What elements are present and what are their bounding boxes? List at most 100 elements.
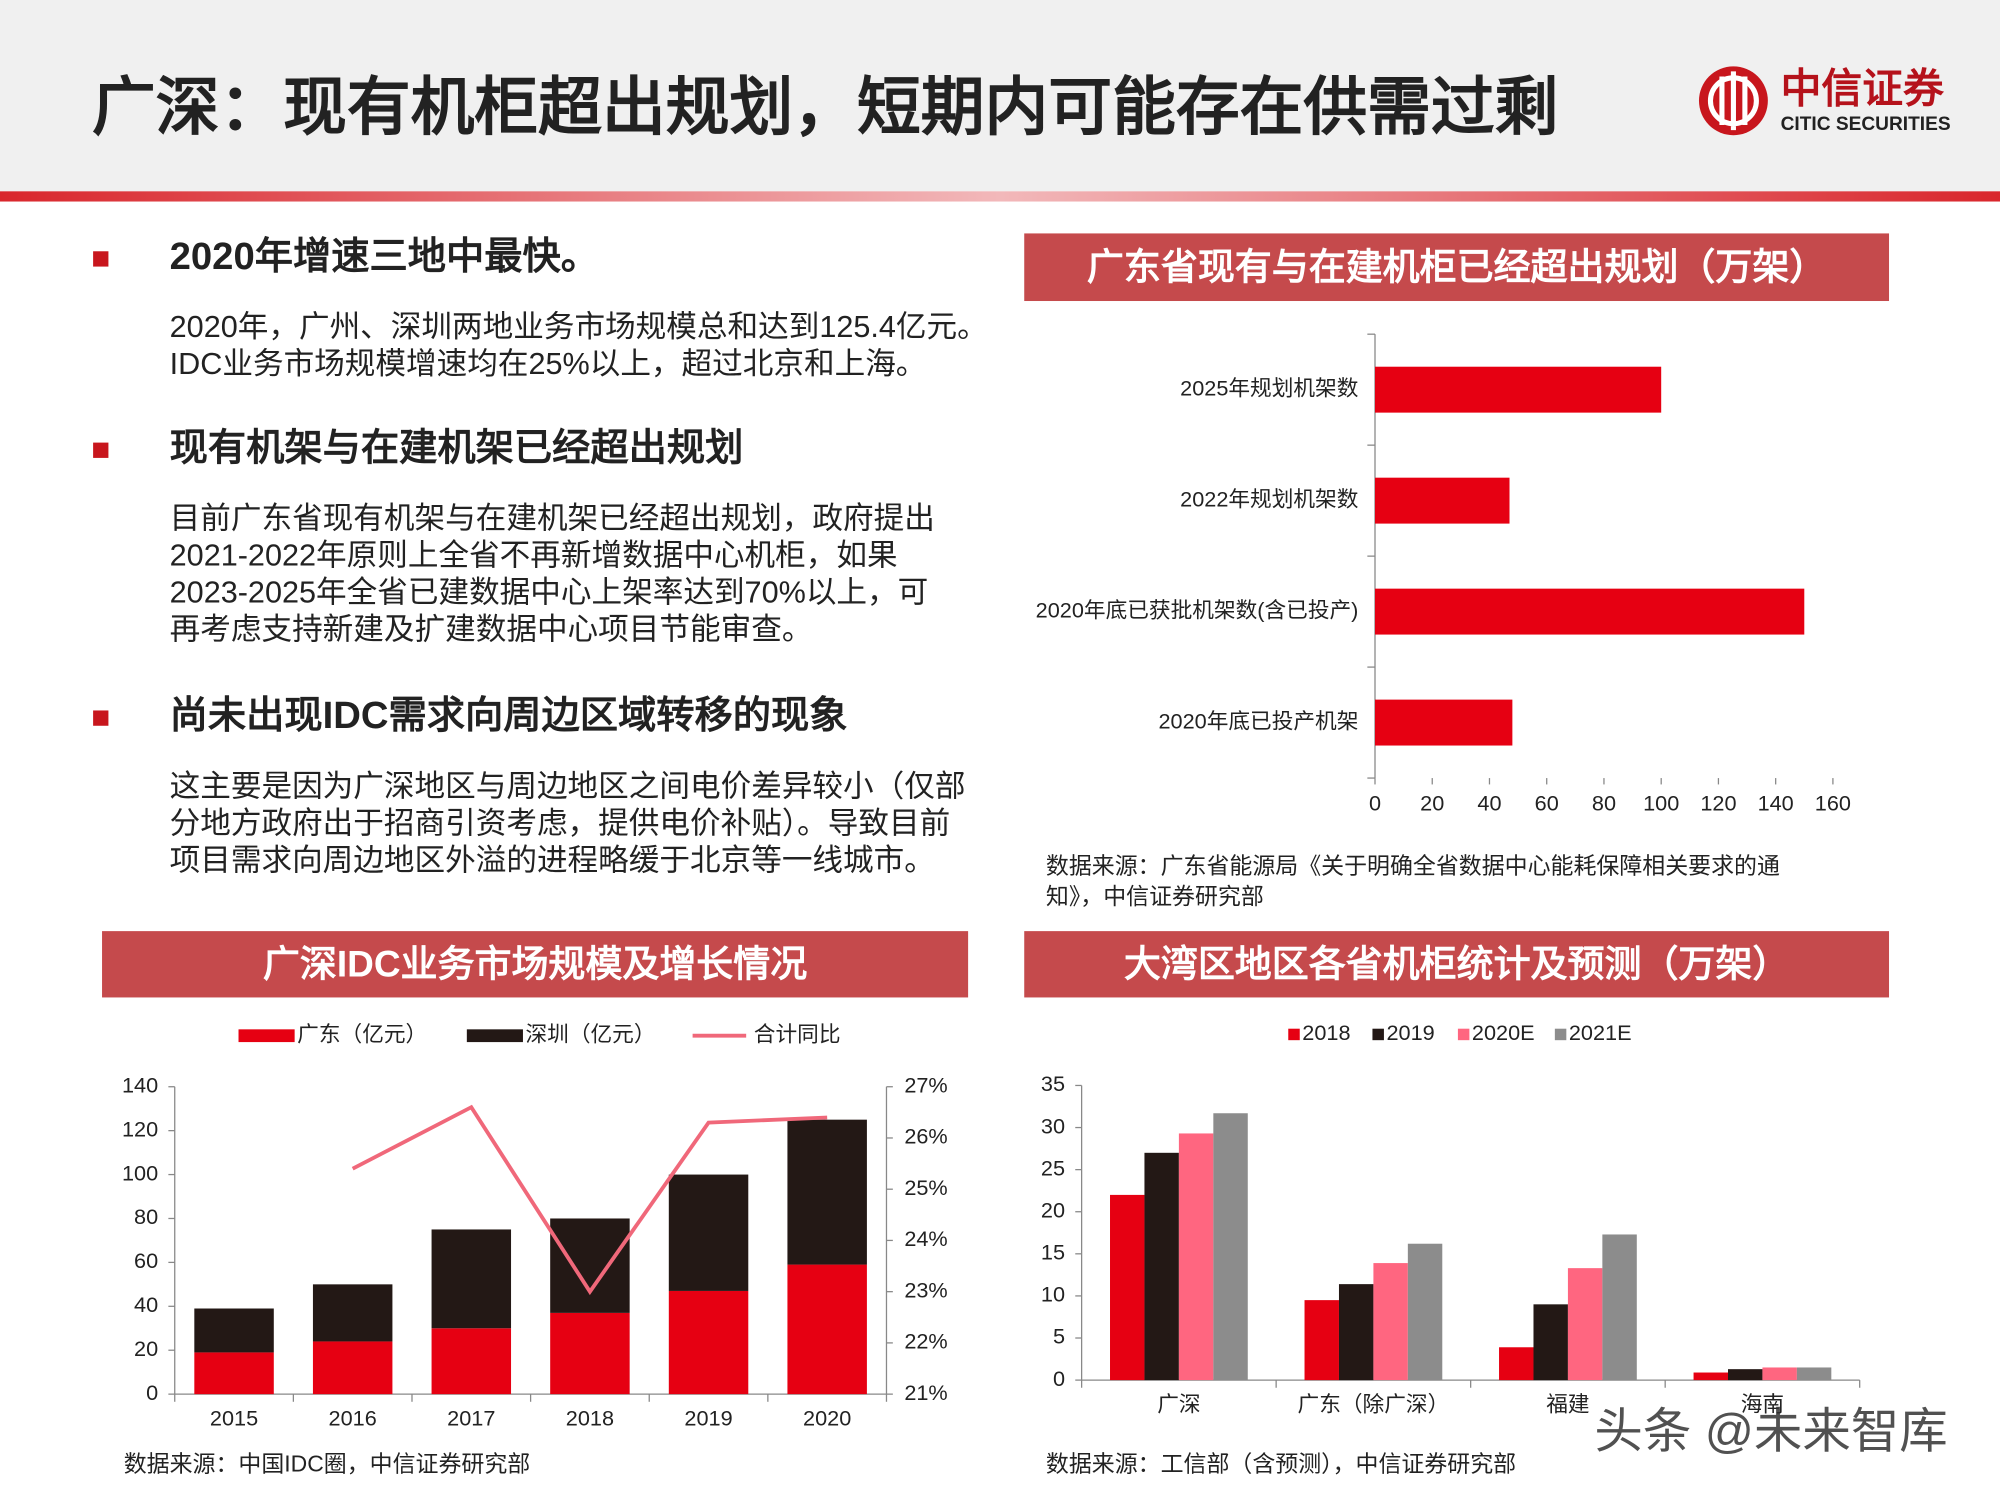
bar [194,1308,274,1353]
bullet-text: 2021-2022年原则上全省不再新增数据中心机柜，如果 [170,538,898,572]
x-tick-label: 140 [1758,791,1794,816]
chart-source: 知》，中信证券研究部 [1046,883,1264,909]
bar [1213,1113,1248,1381]
category-label: 2020年底已投产机架 [1158,708,1358,733]
bar [1533,1304,1568,1381]
bar [787,1264,867,1395]
logo-emblem [1698,66,1768,136]
logo-name: 中信证券 [1781,66,1945,112]
y-tick-label: 35 [1041,1071,1065,1096]
y2-tick-label: 27% [904,1072,947,1097]
bar [1110,1194,1145,1381]
bar [550,1312,630,1395]
header-bg [0,0,2000,192]
legend-label: 深圳（亿元） [526,1021,656,1046]
chart-title-bar [1024,233,1890,302]
legend-swatch [1372,1028,1384,1041]
bar [668,1174,749,1291]
y-tick-label: 10 [1041,1282,1065,1307]
y-tick-label: 120 [122,1116,158,1141]
y-tick-label: 0 [1053,1366,1065,1391]
y-tick-label: 20 [134,1336,158,1361]
x-tick-label: 广东（除广深） [1298,1391,1450,1416]
x-tick-label: 120 [1700,791,1736,816]
y-tick-label: 60 [134,1248,158,1273]
bar [550,1218,630,1313]
x-tick-label: 2020 [803,1405,851,1430]
bar [194,1352,274,1395]
x-tick-label: 2017 [447,1405,495,1430]
page-title: 广深：现有机柜超出规划，短期内可能存在供需过剩 [92,71,1559,143]
bullet-marker [93,442,109,458]
chart-title-bar [102,931,969,998]
legend-label: 2018 [1302,1020,1350,1045]
bar [787,1119,867,1265]
x-tick-label: 20 [1420,791,1444,816]
bullet-text: 项目需求向周边地区外溢的进程略缓于北京等一线城市。 [170,843,935,877]
header-rule [0,191,2000,202]
bar [1796,1367,1832,1381]
bar [668,1290,749,1395]
y2-tick-label: 22% [904,1329,947,1354]
bullet-marker [93,710,109,726]
bullet-text: 再考虑支持新建及扩建数据中心项目节能审查。 [170,612,813,646]
bullet-heading: 2020年增速三地中最快。 [170,235,599,278]
legend-label: 2019 [1386,1020,1434,1045]
legend-swatch [1457,1028,1470,1041]
bar [1304,1300,1339,1381]
chart-source: 数据来源：工信部（含预测），中信证券研究部 [1046,1451,1516,1477]
bullet-list: 2020年增速三地中最快。 2020年，广州、深圳两地业务市场规模总和达到125.… [93,235,988,877]
bar [1567,1268,1603,1381]
logo-english: CITIC SECURITIES [1781,114,1951,135]
bar [1375,588,1805,635]
chart-source: 数据来源：中国IDC圈，中信证券研究部 [124,1451,531,1477]
chart-title: 广深IDC业务市场规模及增长情况 [263,943,807,985]
bullet-text: 2023-2025年全省已建数据中心上架率达到70%以上，可 [170,575,929,609]
legend-swatch [1554,1028,1567,1041]
bar [1338,1284,1374,1381]
legend-swatch [238,1029,295,1043]
x-tick-label: 2018 [566,1405,614,1430]
x-tick-label: 海南 [1741,1391,1784,1416]
category-label: 2022年规划机架数 [1180,486,1359,511]
bullet-text: 这主要是因为广深地区与周边地区之间电价差异较小（仅部 [170,769,966,803]
y2-tick-label: 25% [904,1175,947,1200]
bar [1144,1152,1179,1381]
bullet-heading: 尚未出现IDC需求向周边区域转移的现象 [170,694,848,737]
line-series [351,1104,828,1296]
bar [1375,477,1510,524]
bar [1375,699,1513,746]
y-tick-label: 0 [146,1380,158,1405]
y-tick-label: 15 [1041,1240,1065,1265]
category-label: 2020年底已获批机架数(含已投产) [1036,597,1359,622]
y2-tick-label: 21% [904,1380,947,1405]
bar [1407,1243,1443,1381]
x-tick-label: 2015 [210,1405,258,1430]
legend-label: 广东（亿元） [297,1021,427,1046]
bar [1762,1367,1797,1381]
y-tick-label: 80 [134,1204,158,1229]
y-tick-label: 20 [1041,1197,1065,1222]
bar [1375,366,1662,413]
bullet-text: 2020年，广州、深圳两地业务市场规模总和达到125.4亿元。 [170,310,988,344]
x-tick-label: 福建 [1546,1391,1589,1416]
x-tick-label: 2019 [684,1405,732,1430]
x-tick-label: 100 [1643,791,1679,816]
chart-title: 大湾区地区各省机柜统计及预测（万架） [1124,943,1789,985]
bar [1178,1133,1214,1381]
chart-title-bar [1024,931,1890,998]
bar [1727,1369,1763,1381]
legend-swatch [466,1029,523,1043]
chart-title: 广东省现有与在建机柜已经超出规划（万架） [1087,247,1826,288]
legend-label: 2020E [1472,1020,1535,1045]
y2-tick-label: 26% [904,1124,947,1149]
y-tick-label: 40 [134,1292,158,1317]
y-tick-label: 5 [1053,1324,1065,1349]
watermark: 头条 @未来智库 [1594,1405,1947,1459]
bar [312,1284,393,1342]
bar [1602,1234,1637,1381]
bar [1373,1263,1408,1381]
x-tick-label: 160 [1815,791,1851,816]
bullet-heading: 现有机架与在建机架已经超出规划 [170,426,744,469]
category-label: 2025年规划机架数 [1180,375,1359,400]
